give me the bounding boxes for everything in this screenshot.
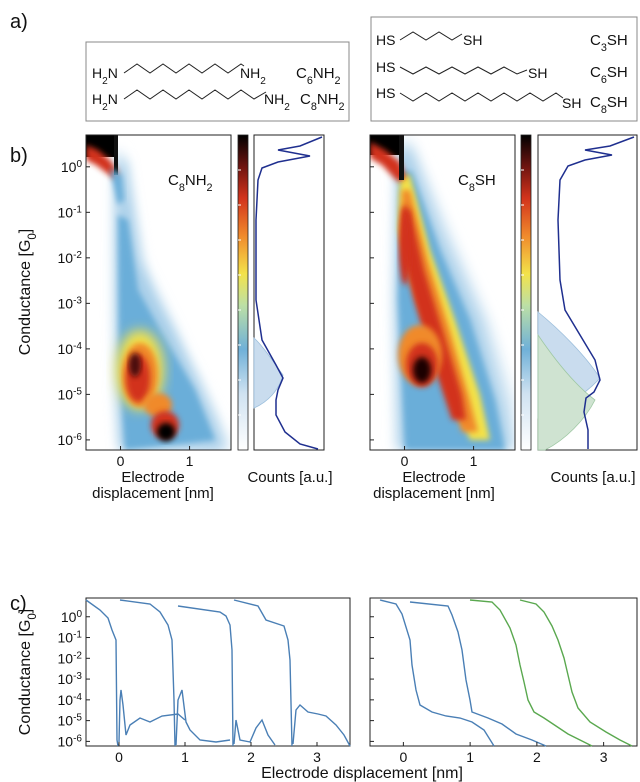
y-tick-label: 10-2 [58,650,83,667]
x-tick-label: 0 [399,749,407,765]
panel-c-xlabel: Electrode displacement [nm] [261,765,463,782]
x-tick-label: 1 [466,749,474,765]
panel-c-right-traces [379,599,633,747]
thiol-c6-name: C6SH [590,64,628,86]
trace-right-green-1 [469,599,593,747]
y-tick-label: 10-5 [58,712,83,729]
x-tick-label: 2 [533,749,541,765]
thiol-c6-chain [399,66,528,75]
colorbar-left [237,134,249,451]
amine-c6-name: C6NH2 [296,65,341,87]
amine-c8-left-group: H2N [92,91,118,113]
amine-c8-chain [123,89,267,100]
amine-c6-left-group: H2N [92,65,118,87]
trace-right-blue-2 [409,601,547,747]
heatmap-c8nh2 [86,135,231,450]
trace-right-blue-1 [379,599,495,747]
trace-left-2 [119,599,176,747]
thiol-molecule-box: HS SH C3SH HS SH C6SH HS SH C8SH [370,16,638,122]
panel-c-yaxis: 100 10-1 10-2 10-3 10-4 10-5 10-6 [58,608,90,749]
thiol-c3-left-group: HS [376,32,395,48]
colorbar-right [520,134,532,451]
panel-c-ylabel: Conductance [G0] [17,609,39,735]
panel-c-left-frame [85,597,351,747]
trace-left-4 [233,599,293,747]
x-tick-label: 0 [115,749,123,765]
y-tick-label: 10-5 [58,386,83,403]
trace-left-4-tail [292,703,351,747]
histogram-c8sh-xlabel: Counts [a.u.] [550,469,635,486]
colorbar-right-ticks [521,169,524,416]
y-tick-label: 10-1 [58,629,83,646]
trace-left-1 [85,599,119,747]
x-tick-label: 1 [181,749,189,765]
trace-left-1-tail [118,689,186,743]
panel-b-xlabel-right-line1: Electrode [402,469,465,486]
panel-b-xlabel-right-line2: displacement [nm] [373,485,495,502]
amine-c6-right-group: NH2 [240,65,266,87]
colorbar-left-ticks [238,169,241,416]
amine-c8-name: C8NH2 [300,91,345,113]
histogram-c8sh-fill-green [537,333,596,451]
thiol-c6-right-group: SH [528,65,547,81]
panel-c-right-frame [369,597,638,747]
y-tick-label: 10-4 [58,691,83,708]
thiol-c3-name: C3SH [590,32,628,54]
panel-label-c: c) [10,593,27,615]
thiol-c8-left-group: HS [376,85,395,101]
y-tick-label: 100 [61,158,83,175]
histogram-c8sh-line [557,136,635,449]
thiol-c3-right-group: SH [463,32,482,48]
panel-c-xticks-left: 0 1 2 3 [115,742,321,765]
amine-c6-chain [123,63,245,74]
panel-c-left-traces [85,599,351,747]
panel-b-xlabel-left-line2: displacement [nm] [92,485,214,502]
thiol-c6-left-group: HS [376,59,395,75]
y-tick-label: 10-6 [58,431,83,448]
histogram-c8sh-frame [537,134,638,451]
panel-label-a: a) [10,11,28,33]
x-tick-label: 2 [247,749,255,765]
x-tick-label: 3 [313,749,321,765]
y-tick-label: 10-3 [58,671,83,688]
y-tick-label: 10-6 [58,733,83,750]
panel-c-right-yaxis [370,616,374,742]
histogram-c8nh2-xlabel: Counts [a.u.] [247,469,332,486]
x-tick-label: 0 [117,453,125,469]
trace-right-green-2 [519,599,633,747]
y-tick-label: 100 [61,608,83,625]
thiol-c8-name: C8SH [590,94,628,116]
trace-left-3-tail [233,718,276,746]
thiol-c8-right-group: SH [562,95,581,111]
x-tick-label: 0 [401,453,409,469]
x-tick-label: 1 [470,453,478,469]
panel-b-ylabel: Conductance [G0] [17,229,39,355]
panel-label-b: b) [10,145,28,167]
thiol-c8-chain [399,92,564,102]
y-tick-label: 10-4 [58,340,83,357]
y-tick-label: 10-3 [58,295,83,312]
amine-molecule-box: H2N NH2 C6NH2 H2N NH2 C8NH2 [85,41,350,122]
histogram-c8nh2-line [255,136,323,450]
x-tick-label: 1 [186,453,194,469]
heatmap-c8sh [370,135,515,450]
thiol-c3-chain [399,31,463,41]
amine-c8-right-group: NH2 [264,91,290,113]
panel-b-xlabel-left-line1: Electrode [121,469,184,486]
histogram-c8nh2-frame [253,134,325,451]
y-tick-label: 10-1 [58,204,83,221]
y-tick-label: 10-2 [58,249,83,266]
heatmap-c8sh-frame [369,134,516,451]
heatmap-c8nh2-frame [85,134,232,451]
histogram-c8nh2-fill [253,337,284,409]
panel-c-xticks-right: 0 1 2 3 [399,742,608,765]
x-tick-label: 3 [600,749,608,765]
heatmap-c8sh-annotation: C8SH [458,172,496,194]
trace-left-3 [177,605,234,747]
trace-left-2-tail [175,689,231,746]
